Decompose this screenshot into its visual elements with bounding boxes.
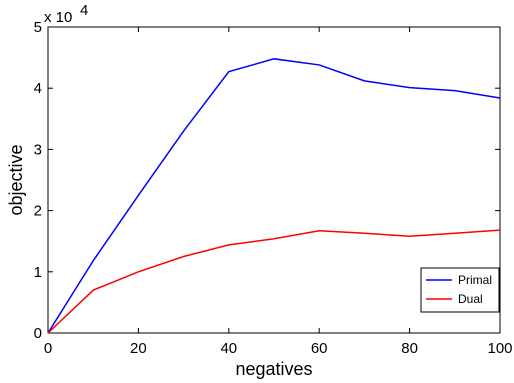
y-tick-label: 5 bbox=[34, 19, 42, 36]
x-axis-label: negatives bbox=[235, 359, 312, 379]
y-tick-label: 4 bbox=[34, 80, 42, 97]
series-lines bbox=[47, 58, 501, 334]
legend: Primal Dual bbox=[420, 267, 500, 313]
axis-ticks: 0 20 40 60 80 100 0 1 2 3 4 5 bbox=[34, 19, 513, 357]
y-tick-label: 3 bbox=[34, 141, 42, 158]
y-tick-label: 1 bbox=[34, 264, 42, 281]
svg-text:x 10: x 10 bbox=[44, 9, 72, 26]
y-axis-label: objective bbox=[6, 144, 26, 215]
x-tick-label: 100 bbox=[487, 340, 512, 357]
series-line-primal bbox=[47, 58, 501, 334]
legend-box bbox=[420, 267, 500, 313]
x-tick-label: 20 bbox=[130, 340, 147, 357]
legend-label-dual: Dual bbox=[458, 292, 483, 306]
x-tick-label: 40 bbox=[220, 340, 237, 357]
legend-label-primal: Primal bbox=[458, 273, 492, 287]
y-exponent-label: x 10 4 bbox=[44, 2, 88, 26]
x-tick-label: 80 bbox=[401, 340, 418, 357]
svg-text:4: 4 bbox=[80, 2, 88, 19]
y-tick-label: 0 bbox=[34, 325, 42, 342]
x-tick-label: 60 bbox=[311, 340, 328, 357]
series-line-dual bbox=[47, 229, 501, 334]
y-tick-label: 2 bbox=[34, 203, 42, 220]
x-tick-label: 0 bbox=[44, 340, 52, 357]
